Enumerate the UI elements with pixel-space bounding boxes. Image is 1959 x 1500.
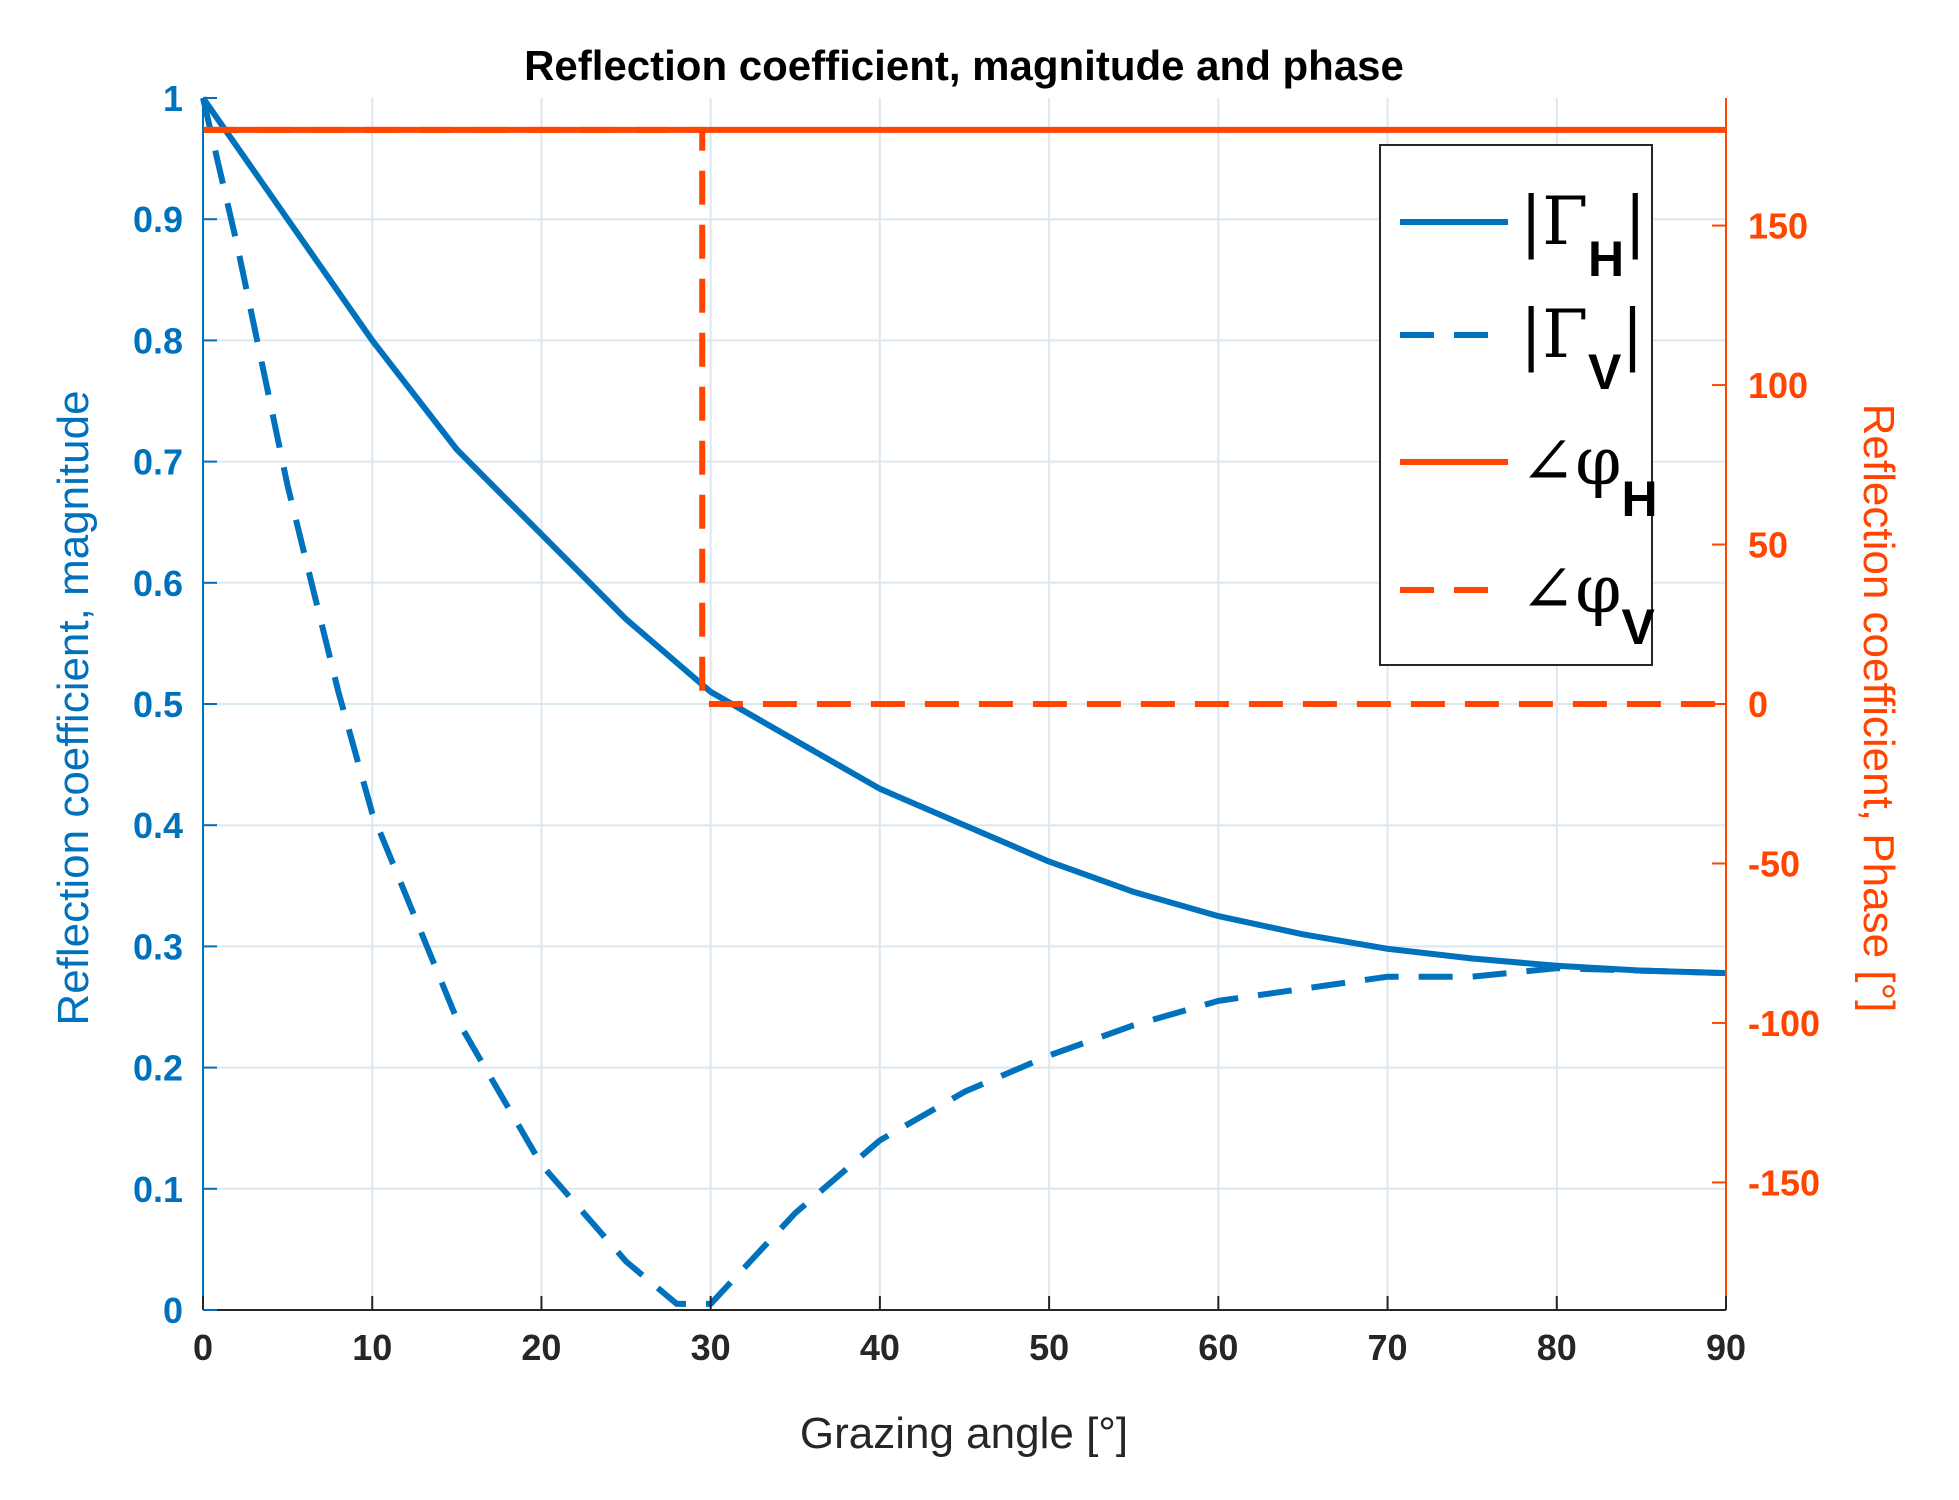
y-right-tick-label: 100 bbox=[1748, 365, 1808, 406]
legend-label-2: ∠φH bbox=[1520, 423, 1658, 527]
x-tick-label: 0 bbox=[193, 1327, 213, 1368]
y-left-tick-label: 0.2 bbox=[133, 1048, 183, 1089]
y-right-tick-label: -100 bbox=[1748, 1003, 1820, 1044]
y-left-tick-label: 0.6 bbox=[133, 563, 183, 604]
x-tick-label: 70 bbox=[1368, 1327, 1408, 1368]
x-tick-label: 50 bbox=[1029, 1327, 1069, 1368]
y-left-axis-label: Reflection coefficient, magnitude bbox=[49, 390, 98, 1025]
legend-box bbox=[1379, 144, 1653, 666]
x-tick-label: 30 bbox=[691, 1327, 731, 1368]
series-line-1 bbox=[200, 97, 1727, 1307]
axes bbox=[202, 97, 1727, 1311]
series-layer bbox=[200, 96, 1727, 1307]
y-left-tick-label: 0.4 bbox=[133, 805, 183, 846]
y-right-tick-label: 150 bbox=[1748, 206, 1808, 247]
y-left-tick-label: 0.3 bbox=[133, 926, 183, 967]
legend-label-3: ∠φV bbox=[1520, 551, 1656, 655]
series-line-0 bbox=[200, 96, 1727, 977]
x-tick-label: 60 bbox=[1198, 1327, 1238, 1368]
y-right-tick-label: 50 bbox=[1748, 525, 1788, 566]
y-left-tick-label: 1 bbox=[163, 78, 183, 119]
legend-label-0: |ΓH| bbox=[1520, 183, 1646, 287]
x-tick-label: 20 bbox=[521, 1327, 561, 1368]
y-left-tick-label: 0.9 bbox=[133, 199, 183, 240]
y-left-tick-label: 0 bbox=[163, 1290, 183, 1331]
y-left-tick-label: 0.8 bbox=[133, 320, 183, 361]
series-line-3 bbox=[203, 126, 1726, 707]
chart-title: Reflection coefficient, magnitude and ph… bbox=[524, 42, 1404, 89]
y-right-tick-label: 0 bbox=[1748, 684, 1768, 725]
x-tick-label: 40 bbox=[860, 1327, 900, 1368]
legend: |ΓH||ΓV| ∠φH ∠φV bbox=[1379, 144, 1658, 666]
y-left-tick-label: 0.7 bbox=[133, 442, 183, 483]
tick-labels: 0 10 20 30 40 50 60 70 80 9000.10.20.30.40.50.60.… bbox=[133, 78, 1820, 1368]
y-left-tick-label: 0.1 bbox=[133, 1169, 183, 1210]
y-right-axis-label: Reflection coefficient, Phase [°] bbox=[1854, 404, 1903, 1013]
y-right-tick-label: -150 bbox=[1748, 1162, 1820, 1203]
legend-label-1: |ΓV| bbox=[1520, 296, 1644, 400]
y-right-tick-label: -50 bbox=[1748, 843, 1800, 884]
y-left-tick-label: 0.5 bbox=[133, 684, 183, 725]
x-axis-label: Grazing angle [°] bbox=[800, 1409, 1128, 1458]
x-tick-label: 90 bbox=[1706, 1327, 1746, 1368]
x-tick-label: 10 bbox=[352, 1327, 392, 1368]
x-tick-label: 80 bbox=[1537, 1327, 1577, 1368]
